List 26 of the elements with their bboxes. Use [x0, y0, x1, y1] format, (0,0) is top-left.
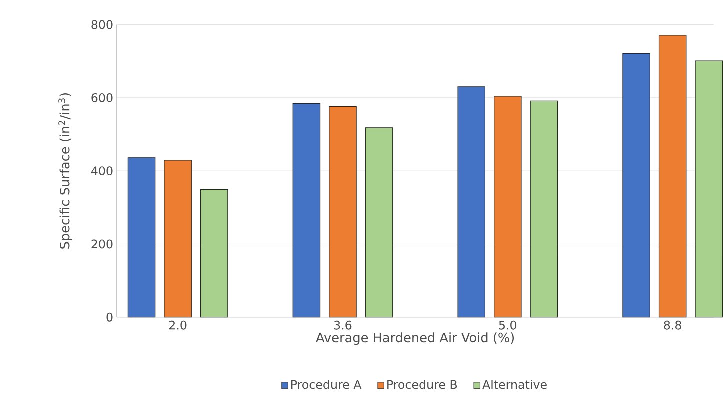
y-tick-label: 800 — [92, 20, 113, 30]
bar — [695, 60, 723, 318]
y-tick-label: 200 — [92, 240, 113, 249]
bar — [622, 54, 650, 318]
x-tick-label: 8.8 — [664, 321, 682, 330]
x-tick-label: 2.0 — [169, 321, 187, 330]
x-tick-label: 5.0 — [499, 321, 517, 330]
y-tick-label: 400 — [91, 166, 113, 176]
bar — [329, 106, 357, 318]
bar — [658, 35, 687, 318]
x-tick-label: 3.6 — [334, 321, 352, 330]
y-axis-title: Specific Surface (in$^{2}$/in$^{3}$) — [58, 94, 72, 250]
x-axis-title: Average Hardened Air Void (%) — [316, 332, 514, 346]
bar — [128, 158, 156, 318]
bar — [530, 101, 558, 318]
legend-label: Procedure A — [291, 380, 362, 390]
bar — [365, 128, 394, 318]
y-tick-label: 600 — [92, 94, 113, 103]
bar — [494, 96, 522, 318]
bar — [200, 190, 228, 318]
bar — [164, 160, 192, 318]
y-tick-label: 0 — [106, 313, 113, 322]
bar — [292, 104, 321, 318]
bar — [458, 86, 486, 318]
legend-label: Alternative — [482, 380, 547, 390]
legend-label: Procedure B — [388, 380, 458, 390]
